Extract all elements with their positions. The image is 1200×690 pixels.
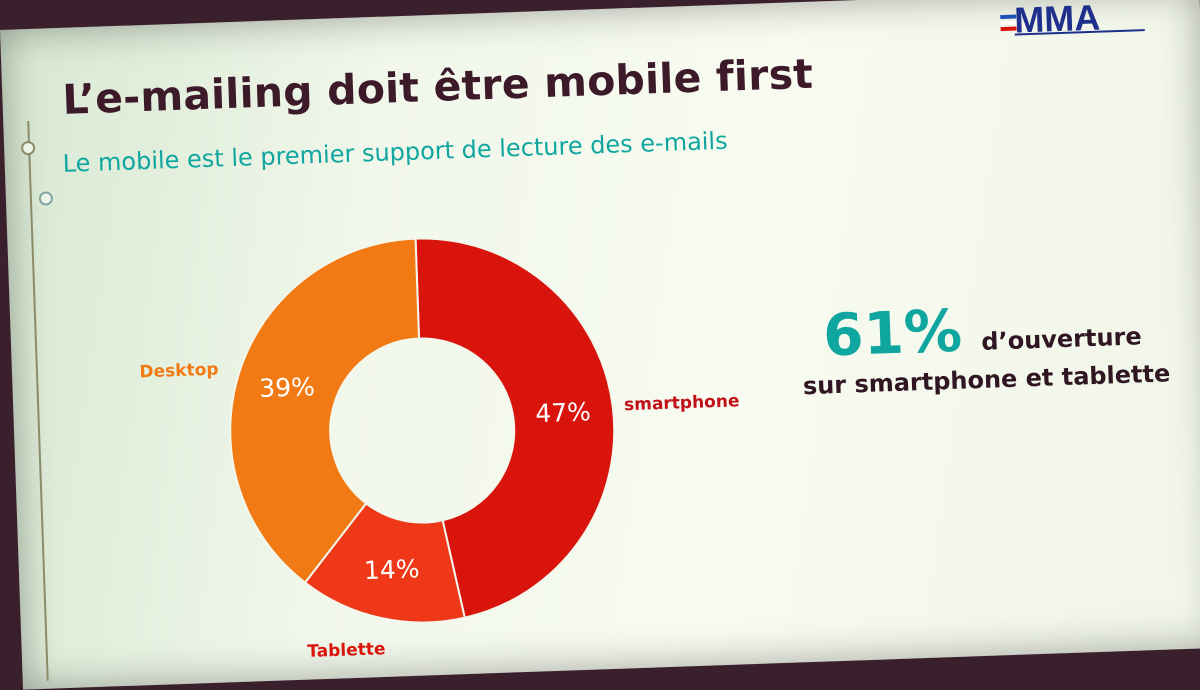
- subtitle-bullet-dot: [38, 191, 54, 206]
- value-label-tablette: 14%: [363, 554, 420, 585]
- donut-chart: 47% smartphone 14% Tablette 39% Desktop: [137, 219, 752, 670]
- category-label-smartphone: smartphone: [624, 391, 740, 415]
- slice-smartphone: [414, 237, 616, 619]
- category-label-tablette: Tablette: [307, 639, 386, 662]
- value-label-smartphone: 47%: [535, 397, 592, 428]
- slide-title: L’e-mailing doit être mobile first: [61, 49, 814, 124]
- value-label-desktop: 39%: [259, 372, 316, 403]
- svg-text:MMA: MMA: [1014, 0, 1101, 37]
- category-label-desktop: Desktop: [139, 360, 219, 383]
- kpi-label-line1: d’ouverture: [980, 322, 1143, 356]
- donut-chart-svg: 47% smartphone 14% Tablette 39% Desktop: [139, 237, 740, 662]
- slice-desktop: [229, 237, 421, 585]
- kpi-block: 61% d’ouverture sur smartphone et tablet…: [802, 289, 1185, 401]
- slide-subtitle: Le mobile est le premier support de lect…: [62, 126, 729, 178]
- timeline-dot: [20, 140, 36, 156]
- kpi-value: 61%: [821, 296, 964, 370]
- mma-logo: MMA: [1000, 0, 1145, 37]
